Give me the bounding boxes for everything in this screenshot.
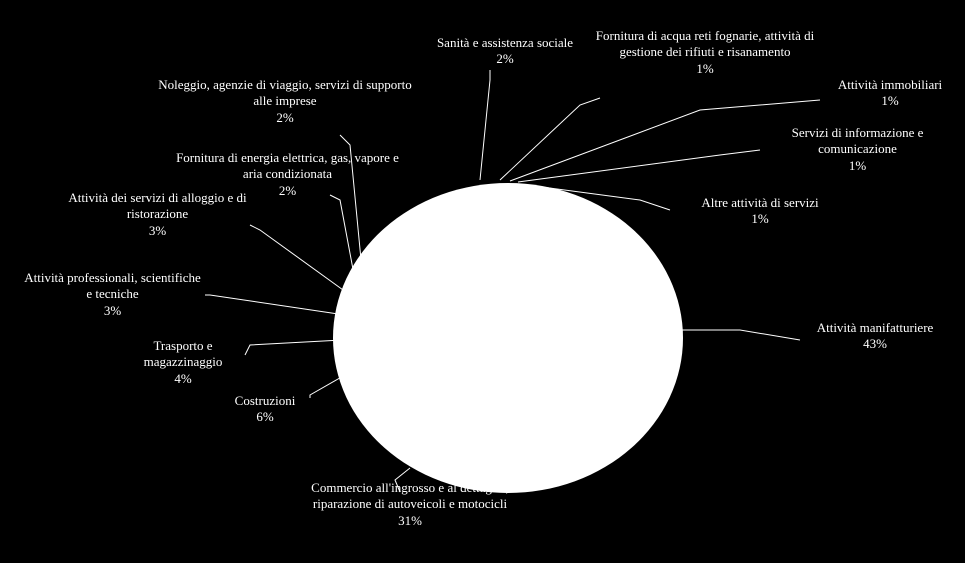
- pie-slice-label-text: Fornitura di energia elettrica, gas, vap…: [165, 150, 410, 183]
- pie-slice-label-text: Altre attività di servizi: [670, 195, 850, 211]
- pie-slice-label: Altre attività di servizi1%: [670, 195, 850, 228]
- pie-slice-label-text: Trasporto e magazzinaggio: [118, 338, 248, 371]
- pie-slice-label-percent: 4%: [118, 371, 248, 387]
- pie-slice-label-percent: 2%: [400, 51, 610, 67]
- pie-slice-label: Trasporto e magazzinaggio4%: [118, 338, 248, 387]
- pie-slice-label: Fornitura di energia elettrica, gas, vap…: [165, 150, 410, 199]
- pie-slice-label: Attività professionali, scientifiche e t…: [20, 270, 205, 319]
- pie-slice-label-text: Sanità e assistenza sociale: [400, 35, 610, 51]
- pie-slice-label-percent: 6%: [210, 409, 320, 425]
- pie-slice-label-percent: 2%: [155, 110, 415, 126]
- pie-slice-label: Servizi di informazione e comunicazione1…: [755, 125, 960, 174]
- pie-slice-label: Commercio all'ingrosso e al dettaglio, r…: [300, 480, 520, 529]
- pie-slice-label: Costruzioni6%: [210, 393, 320, 426]
- pie-slice-label: Attività immobiliari1%: [820, 77, 960, 110]
- pie-chart-disc: [333, 183, 683, 493]
- pie-slice-label-percent: 43%: [800, 336, 950, 352]
- pie-slice-label-percent: 31%: [300, 513, 520, 529]
- pie-slice-label-percent: 3%: [60, 223, 255, 239]
- pie-slice-label-text: Attività immobiliari: [820, 77, 960, 93]
- pie-slice-label-percent: 1%: [755, 158, 960, 174]
- pie-slice-label-percent: 1%: [820, 93, 960, 109]
- pie-slice-label-text: Servizi di informazione e comunicazione: [755, 125, 960, 158]
- pie-slice-label-text: Noleggio, agenzie di viaggio, servizi di…: [155, 77, 415, 110]
- pie-slice-label-text: Attività professionali, scientifiche e t…: [20, 270, 205, 303]
- pie-slice-label-text: Commercio all'ingrosso e al dettaglio, r…: [300, 480, 520, 513]
- pie-slice-label: Attività manifatturiere43%: [800, 320, 950, 353]
- pie-slice-label: Sanità e assistenza sociale2%: [400, 35, 610, 68]
- pie-slice-label-percent: 1%: [580, 61, 830, 77]
- pie-slice-label-text: Costruzioni: [210, 393, 320, 409]
- pie-slice-label: Noleggio, agenzie di viaggio, servizi di…: [155, 77, 415, 126]
- pie-slice-label-text: Fornitura di acqua reti fognarie, attivi…: [580, 28, 830, 61]
- pie-slice-label: Fornitura di acqua reti fognarie, attivi…: [580, 28, 830, 77]
- pie-slice-label-percent: 1%: [670, 211, 850, 227]
- pie-slice-label-percent: 2%: [165, 183, 410, 199]
- pie-slice-label-text: Attività manifatturiere: [800, 320, 950, 336]
- pie-slice-label-percent: 3%: [20, 303, 205, 319]
